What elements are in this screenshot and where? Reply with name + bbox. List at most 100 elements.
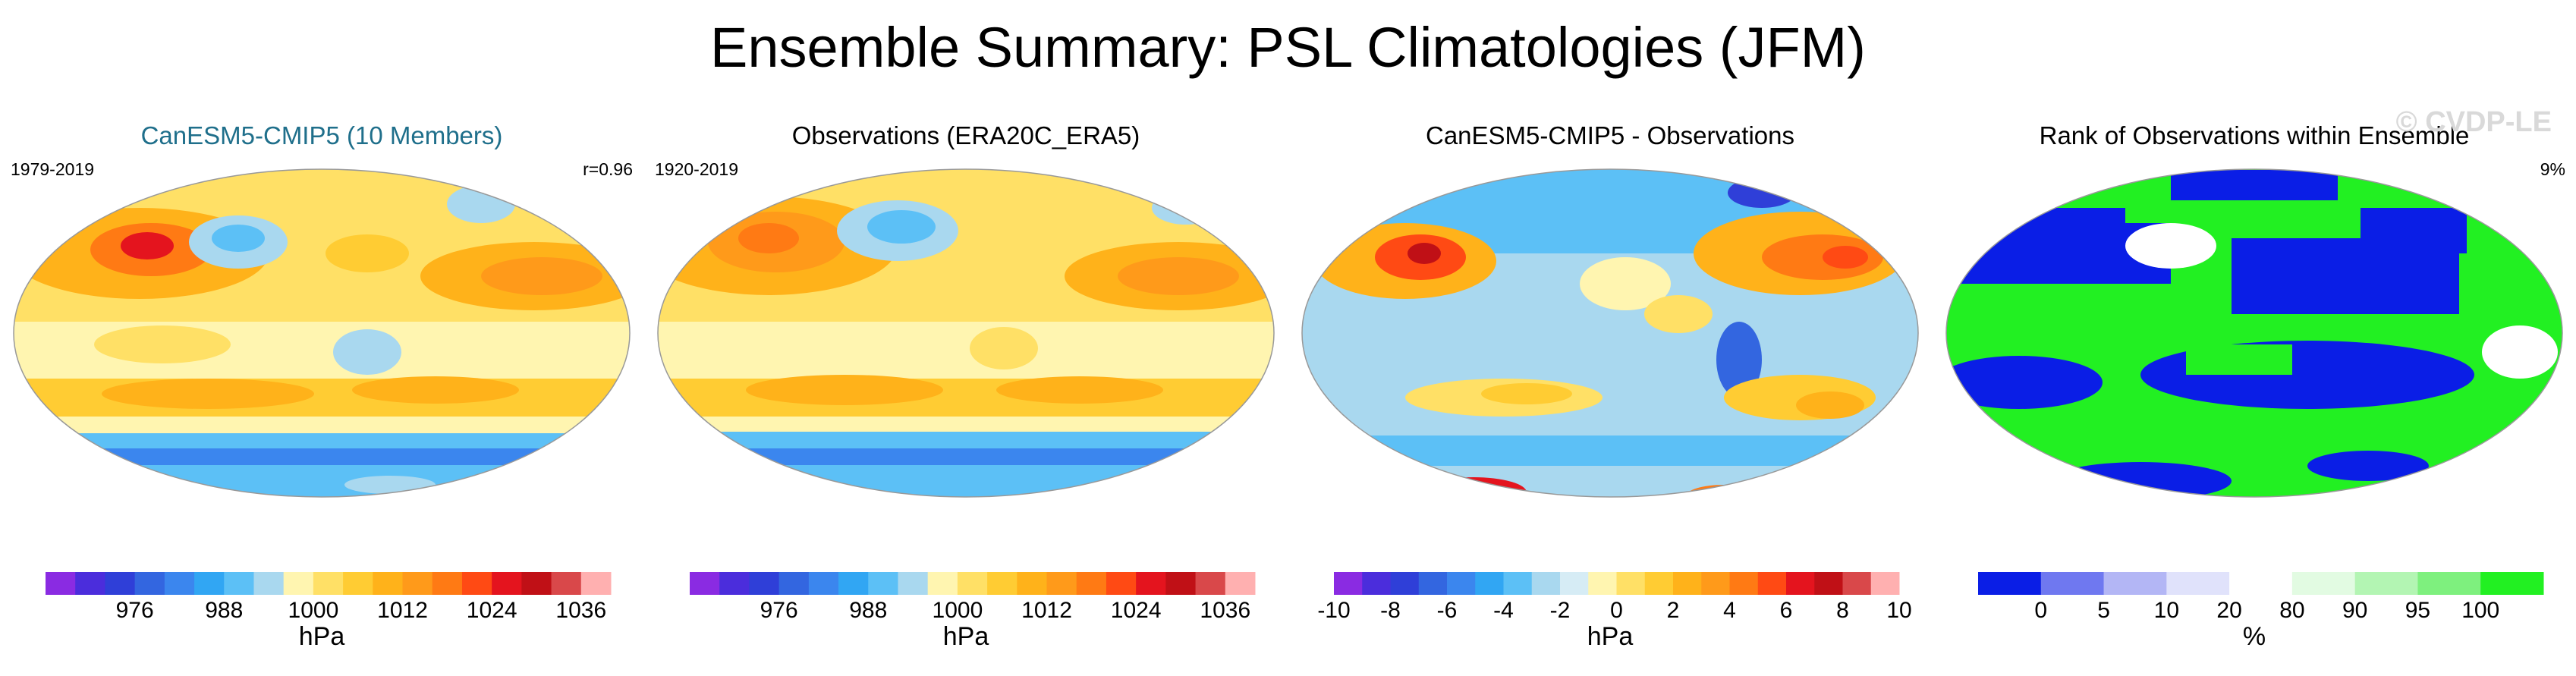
- colorbar-swatch: [1106, 572, 1137, 595]
- colorbar-swatch: [1076, 572, 1107, 595]
- colorbar-swatch: [2291, 572, 2356, 595]
- colorbar-tick-label: -4: [1493, 598, 1514, 622]
- colorbar-swatch: [1418, 572, 1448, 595]
- colorbar-swatch: [224, 572, 254, 595]
- rank-summary: 9%: [2540, 159, 2565, 179]
- colorbar-swatch: [2103, 572, 2167, 595]
- colorbar-tick-label: 4: [1723, 598, 1736, 622]
- climatology-map: [657, 168, 1275, 498]
- colorbar-swatch: [1729, 572, 1759, 595]
- difference-map: [1301, 168, 1919, 498]
- colorbar-swatch: [313, 572, 344, 595]
- colorbar-swatch: [461, 572, 492, 595]
- colorbar-swatch: [373, 572, 404, 595]
- colorbar-swatch: [1786, 572, 1815, 595]
- colorbar-swatch: [1588, 572, 1617, 595]
- colorbar-swatch: [432, 572, 463, 595]
- panel-rank: Rank of Observations within Ensemble 9% …: [1933, 0, 2576, 676]
- panel-title: Rank of Observations within Ensemble: [2039, 121, 2470, 149]
- colorbar-swatch: [778, 572, 810, 595]
- colorbar-swatch: [1165, 572, 1197, 595]
- colorbar-tick-label: 976: [116, 598, 154, 622]
- colorbar-swatch: [1475, 572, 1504, 595]
- colorbar: 0 5 10 20 80 90 95 100: [1978, 572, 2544, 622]
- colorbar-tick-label: 1012: [1021, 598, 1072, 622]
- colorbar: 976 988 1000 1012 1024 1036: [46, 572, 612, 622]
- panel-title: CanESM5-CMIP5 - Observations: [1426, 121, 1794, 149]
- colorbar-swatch: [898, 572, 929, 595]
- colorbar-unit: hPa: [298, 622, 345, 651]
- colorbar-swatch: [1757, 572, 1787, 595]
- colorbar-tick-label: 90: [2342, 598, 2367, 622]
- colorbar-tick-label: 95: [2405, 598, 2430, 622]
- colorbar-tick-label: 8: [1836, 598, 1849, 622]
- colorbar-swatch: [690, 572, 720, 595]
- colorbar-swatch: [1673, 572, 1702, 595]
- colorbar-swatch: [194, 572, 225, 595]
- panel-observations: Observations (ERA20C_ERA5) 1920-2019: [644, 0, 1288, 676]
- colorbar-tick-label: 100: [2461, 598, 2499, 622]
- colorbar-tick-label: 6: [1780, 598, 1793, 622]
- colorbar-swatch: [1447, 572, 1476, 595]
- colorbar-swatch: [2417, 572, 2481, 595]
- colorbar-swatch: [551, 572, 582, 595]
- colorbar-swatch: [1701, 572, 1730, 595]
- colorbar-swatch: [402, 572, 433, 595]
- colorbar-swatch: [749, 572, 780, 595]
- colorbar-swatch: [719, 572, 750, 595]
- colorbar-swatch: [1978, 572, 2042, 595]
- colorbar: -10 -8 -6 -4 -2 0 2 4 6 8 10: [1317, 572, 1912, 622]
- colorbar-unit: %: [2242, 622, 2266, 651]
- colorbar-swatch: [164, 572, 195, 595]
- colorbar-tick-label: 0: [2034, 598, 2047, 622]
- colorbar-swatch: [492, 572, 522, 595]
- colorbar-swatch: [1362, 572, 1391, 595]
- colorbar-tick-label: 1036: [1200, 598, 1250, 622]
- rank-map: [1945, 168, 2563, 498]
- colorbar-swatch: [1870, 572, 1900, 595]
- colorbar-tick-label: 988: [205, 598, 243, 622]
- colorbar-tick-label: 0: [1610, 598, 1623, 622]
- colorbar-swatch: [957, 572, 988, 595]
- colorbar-swatch: [1136, 572, 1166, 595]
- colorbar-swatch: [253, 572, 285, 595]
- colorbar-swatch: [343, 572, 373, 595]
- colorbar-swatch: [1814, 572, 1843, 595]
- main-title: Ensemble Summary: PSL Climatologies (JFM…: [710, 16, 1866, 79]
- colorbar-swatch: [580, 572, 612, 595]
- colorbar: 976 988 1000 1012 1024 1036: [690, 572, 1256, 622]
- colorbar-swatch: [2040, 572, 2105, 595]
- colorbar-swatch: [46, 572, 76, 595]
- period-label: 1920-2019: [655, 159, 738, 179]
- colorbar-swatch: [75, 572, 105, 595]
- colorbar-swatch: [838, 572, 869, 595]
- colorbar-swatch: [1017, 572, 1048, 595]
- colorbar-swatch: [1334, 572, 1363, 595]
- colorbar-swatch: [808, 572, 839, 595]
- colorbar-swatch: [2480, 572, 2544, 595]
- colorbar-tick-label: 2: [1667, 598, 1680, 622]
- colorbar-unit: hPa: [942, 622, 989, 651]
- period-label: 1979-2019: [11, 159, 94, 179]
- colorbar-swatch: [2354, 572, 2418, 595]
- colorbar-tick-label: 1036: [555, 598, 606, 622]
- panel-title: CanESM5-CMIP5 (10 Members): [140, 121, 503, 149]
- colorbar-tick-label: -8: [1380, 598, 1401, 622]
- panel-title: Observations (ERA20C_ERA5): [791, 121, 1140, 149]
- colorbar-unit: hPa: [1587, 622, 1634, 651]
- colorbar-swatch: [1560, 572, 1589, 595]
- colorbar-tick-label: -10: [1317, 598, 1350, 622]
- colorbar-swatch: [134, 572, 165, 595]
- colorbar-swatch: [1644, 572, 1674, 595]
- colorbar-tick-label: 20: [2216, 598, 2241, 622]
- colorbar-tick-label: 10: [1886, 598, 1911, 622]
- colorbar-swatch: [1503, 572, 1533, 595]
- colorbar-swatch: [987, 572, 1018, 595]
- colorbar-swatch: [1225, 572, 1256, 595]
- colorbar-swatch: [868, 572, 898, 595]
- colorbar-swatch: [1390, 572, 1420, 595]
- colorbar-swatch: [927, 572, 958, 595]
- colorbar-swatch: [2229, 572, 2293, 595]
- colorbar-tick-label: 988: [849, 598, 887, 622]
- colorbar-swatch: [1616, 572, 1646, 595]
